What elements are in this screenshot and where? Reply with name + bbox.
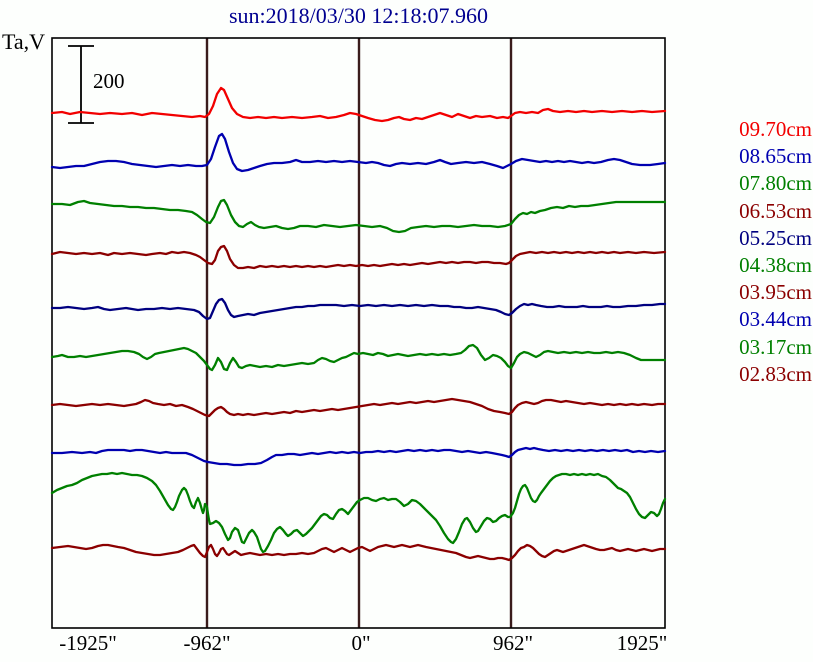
trace-04.38cm	[50, 343, 667, 372]
trace-02.83cm	[50, 543, 667, 562]
legend-item-04.38cm: 04.38cm	[739, 253, 812, 278]
trace-06.53cm	[50, 244, 667, 270]
trace-03.44cm	[50, 446, 667, 467]
trace-03.95cm	[50, 397, 667, 418]
legend-item-03.17cm: 03.17cm	[739, 334, 812, 359]
legend-item-03.95cm: 03.95cm	[739, 280, 812, 305]
legend-item-02.83cm: 02.83cm	[739, 361, 812, 386]
x-axis-tick-labels: -1925" -962" 0" 962" 1925"	[0, 631, 813, 659]
x-tick-label: 962"	[492, 631, 534, 655]
plot-frame	[51, 37, 666, 629]
legend-item-03.44cm: 03.44cm	[739, 307, 812, 332]
scale-bar-label: 200	[93, 69, 125, 93]
x-tick-label: 0"	[351, 631, 371, 655]
scale-bar	[68, 45, 94, 124]
legend-item-06.53cm: 06.53cm	[739, 198, 812, 223]
y-axis-label: Ta,V	[2, 29, 46, 54]
trace-05.25cm	[50, 297, 667, 321]
legend-item-07.80cm: 07.80cm	[739, 171, 812, 196]
trace-08.65cm	[50, 132, 667, 173]
x-tick-label: -962"	[183, 631, 231, 655]
trace-09.70cm	[50, 86, 667, 123]
trace-07.80cm	[50, 198, 667, 234]
legend-item-09.70cm: 09.70cm	[739, 117, 812, 141]
x-tick-label: -1925"	[59, 631, 117, 655]
trace-03.17cm	[50, 471, 667, 554]
legend: 09.70cm 08.65cm 07.80cm 06.53cm 05.25cm 04.38…	[702, 116, 812, 388]
chart-title: sun:2018/03/30 12:18:07.960	[228, 3, 489, 28]
x-tick-label: 1925"	[616, 631, 668, 655]
legend-item-08.65cm: 08.65cm	[739, 144, 812, 169]
legend-item-05.25cm: 05.25cm	[739, 225, 812, 250]
